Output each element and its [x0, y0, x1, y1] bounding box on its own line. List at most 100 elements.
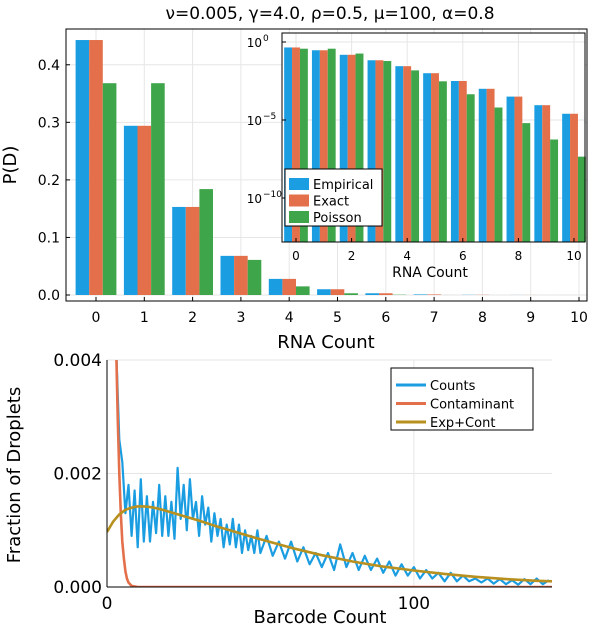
- main-y-ticks: 0.0 0.1 0.2 0.3 0.4: [38, 58, 70, 304]
- inset-bar-poisson: [299, 48, 308, 242]
- main-bar-exact: [330, 289, 345, 295]
- main-bar-poisson: [344, 293, 358, 295]
- inset-x-tick-label: 10: [566, 249, 581, 263]
- main-y-tick-label: 0.1: [38, 230, 60, 246]
- inset-bar-exact: [403, 66, 412, 243]
- inset-bar-poisson: [522, 123, 531, 242]
- main-y-tick-label: 0.3: [38, 115, 60, 131]
- line-y-tick-label: 0.004: [53, 351, 102, 371]
- main-x-tick-label: 0: [92, 310, 101, 326]
- main-bar-empirical: [75, 40, 90, 296]
- inset-bar-poisson: [438, 81, 447, 242]
- inset-y-tick-label: 10: [247, 114, 262, 128]
- main-bar-empirical: [365, 293, 379, 295]
- main-x-axis-title: RNA Count: [277, 332, 374, 353]
- inset-y-tick-label: 10: [247, 192, 262, 206]
- inset-bar-empirical: [311, 50, 320, 242]
- main-y-axis-title: P(D): [0, 146, 21, 185]
- inset-legend-label: Poisson: [313, 211, 362, 226]
- inset-bar-poisson: [494, 107, 503, 243]
- main-bar-empirical: [317, 289, 331, 295]
- inset-bar-exact: [375, 60, 384, 242]
- main-x-tick-label: 3: [236, 310, 245, 326]
- inset-bar-exact: [542, 105, 551, 243]
- inset-x-tick-label: 0: [292, 249, 300, 263]
- inset-bar-empirical: [506, 96, 515, 242]
- inset-y-tick-exponent: −5: [263, 112, 276, 122]
- inset-bar-empirical: [339, 54, 348, 243]
- line-x-ticks: 0 100: [102, 594, 431, 614]
- main-bar-poisson: [151, 83, 165, 295]
- inset-bar-exact: [319, 50, 328, 242]
- main-bar-empirical: [172, 206, 186, 295]
- inset-bar-empirical: [367, 60, 376, 242]
- inset-bar-poisson: [577, 156, 586, 242]
- inset-bar-exact: [347, 54, 356, 243]
- inset-bar-exact: [514, 96, 523, 242]
- main-bars: [75, 40, 593, 296]
- inset-legend-label: Empirical: [313, 178, 373, 193]
- inset-legend-swatch: [289, 194, 309, 207]
- main-x-tick-label: 2: [188, 310, 197, 326]
- chart-title: ν=0.005, γ=4.0, ρ=0.5, μ=100, α=0.8: [165, 4, 494, 24]
- inset-bar-empirical: [534, 105, 543, 243]
- main-bar-empirical: [220, 255, 235, 295]
- inset-legend-label: Exact: [313, 195, 349, 210]
- main-x-tick-label: 1: [140, 310, 149, 326]
- inset-plot-frame: [281, 32, 586, 243]
- inset-x-ticks: 0 2 4 6 8 10: [292, 238, 582, 263]
- inset-bar-empirical: [562, 113, 571, 242]
- main-y-tick-label: 0.2: [38, 173, 60, 189]
- inset-bar-exact: [570, 113, 578, 242]
- inset-bar-empirical: [423, 73, 432, 242]
- main-bar-exact: [234, 255, 248, 295]
- inset-bar-poisson: [355, 53, 364, 242]
- main-bar-exact: [379, 293, 393, 295]
- line-series: [107, 360, 552, 587]
- line-legend-box: [390, 367, 534, 431]
- line-y-ticks: 0.000 0.002 0.004: [53, 351, 102, 598]
- inset-bar-empirical: [395, 66, 404, 243]
- inset-y-tick-exponent: 0: [263, 34, 269, 44]
- main-bar-exact: [185, 206, 200, 295]
- inset-bar-empirical: [450, 81, 459, 242]
- inset-bar-exact: [292, 47, 300, 243]
- main-bar-exact: [89, 40, 103, 296]
- inset-x-tick-label: 4: [403, 249, 411, 263]
- inset-bar-empirical: [478, 88, 487, 242]
- main-x-tick-label: 5: [333, 310, 342, 326]
- main-x-tick-label: 4: [285, 310, 294, 326]
- line-series-exp-cont: [107, 505, 552, 583]
- inset-legend-swatch: [289, 178, 309, 190]
- inset-x-tick-label: 8: [515, 249, 523, 263]
- main-y-tick-label: 0.4: [38, 58, 60, 74]
- line-series-contaminant: [115, 360, 552, 587]
- inset-bar-poisson: [466, 94, 475, 242]
- main-y-tick-label: 0.0: [38, 288, 60, 304]
- line-y-axis-title: Fraction of Droplets: [4, 387, 25, 563]
- inset-legend-swatch: [289, 211, 309, 223]
- main-x-tick-label: 7: [430, 310, 439, 326]
- main-bar-exact: [427, 294, 441, 295]
- line-legend: Counts Contaminant Exp+Cont: [390, 367, 534, 431]
- main-plot-frame: [65, 28, 588, 302]
- line-x-tick-label: 0: [102, 594, 113, 614]
- main-bar-poisson: [247, 259, 262, 295]
- line-legend-label: Contaminant: [430, 398, 514, 413]
- inset-bars: [284, 47, 586, 243]
- inset-bar-poisson: [411, 70, 420, 242]
- inset-bar-empirical: [284, 47, 293, 243]
- main-bar-poisson: [102, 83, 117, 295]
- inset-bar-exact: [458, 81, 467, 242]
- inset-y-tick-exponent: −10: [263, 190, 282, 200]
- main-x-ticks: 0 1 2 3 4 5 6 7 8 9 10: [92, 297, 588, 326]
- main-x-tick-label: 10: [570, 310, 588, 326]
- main-bar-exact: [137, 125, 152, 295]
- line-x-tick-label: 100: [398, 594, 430, 614]
- line-chart: 0.000 0.002 0.004 0 100 Barcode Count Fract…: [4, 351, 552, 628]
- main-bar-empirical: [413, 294, 428, 295]
